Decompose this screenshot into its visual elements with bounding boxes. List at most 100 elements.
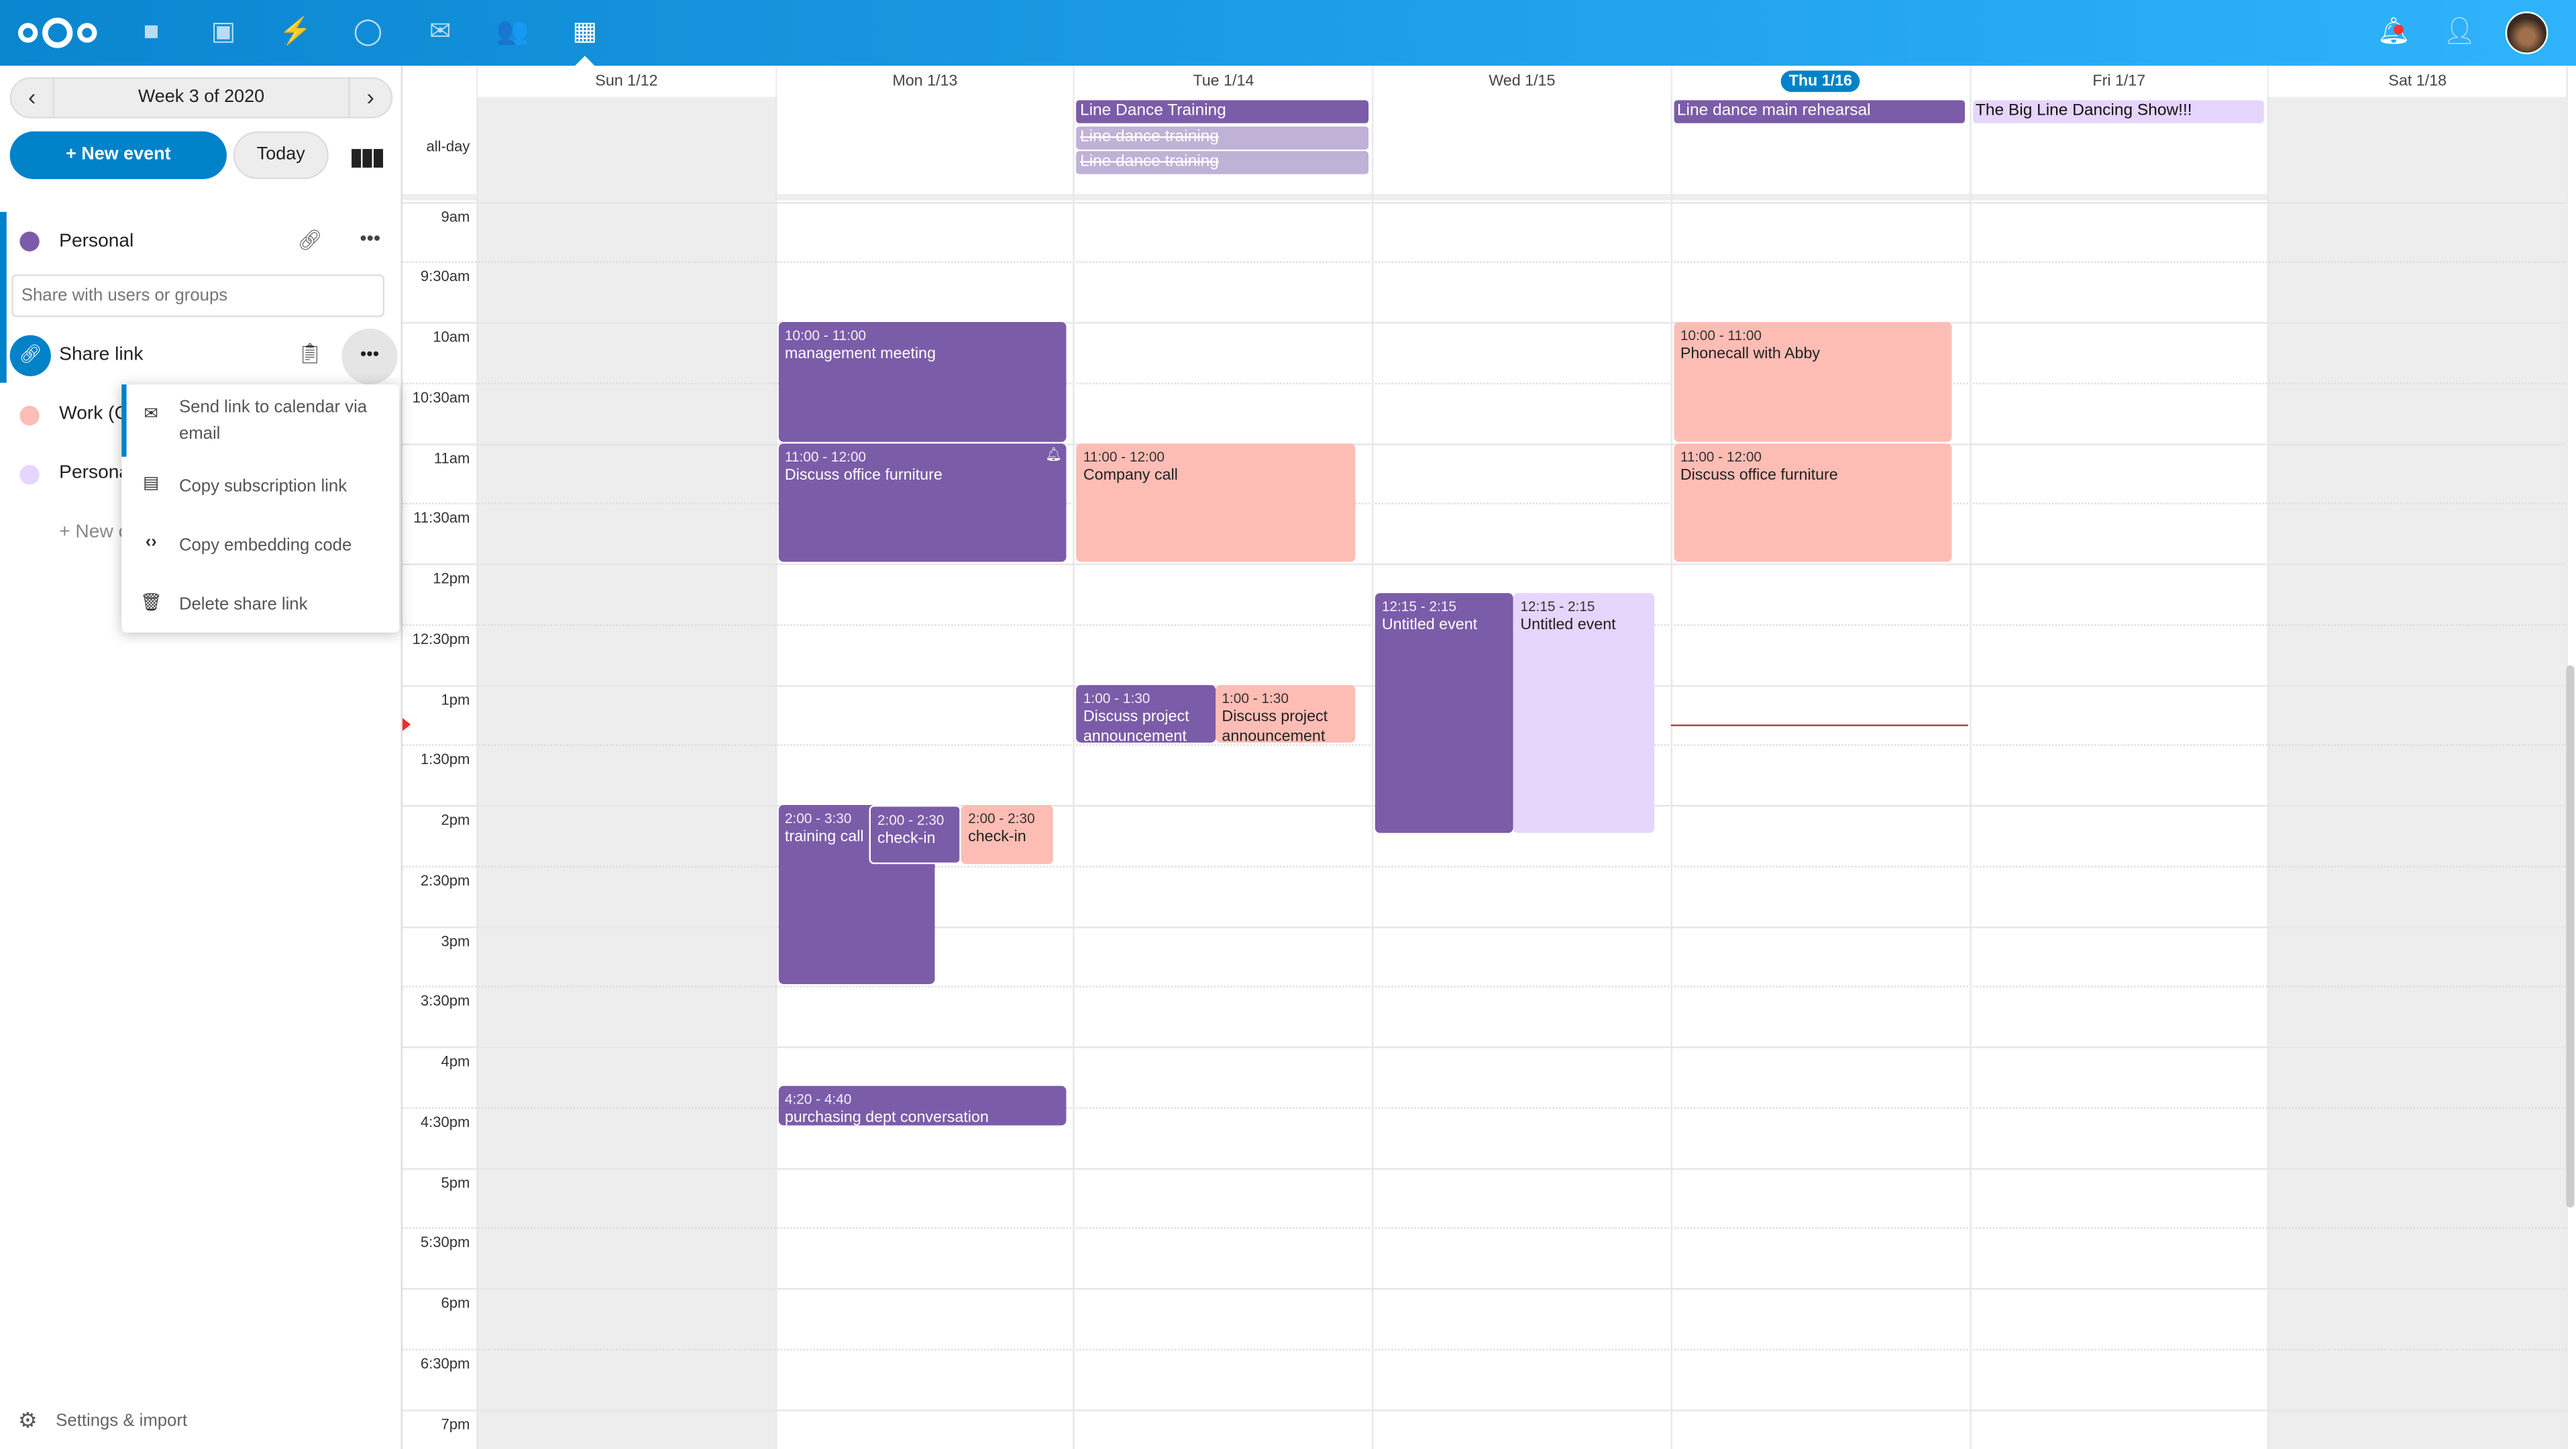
menu-item-delete-share[interactable]: 🗑︎ Delete share link: [121, 592, 399, 625]
talk-icon[interactable]: ◯: [353, 17, 383, 46]
day-header[interactable]: Mon 1/13: [775, 65, 1073, 97]
contacts-icon[interactable]: 👥: [496, 17, 529, 46]
day-header[interactable]: Sun 1/12: [476, 65, 775, 97]
new-event-button[interactable]: + New event: [9, 131, 227, 179]
calendar-item-personal[interactable]: Personal 🔗︎ •••: [0, 212, 402, 271]
time-label: 5:30pm: [420, 1234, 470, 1251]
time-label: 10:30am: [412, 388, 470, 406]
grid-line: [402, 1107, 2567, 1109]
menu-item-copy-subscription[interactable]: ▤ Copy subscription link: [121, 473, 399, 506]
grid-line: [402, 986, 2567, 988]
menu-item-send-email[interactable]: ✉ Send link to calendar via email: [121, 394, 399, 453]
day-label: Fri 1/17: [2092, 72, 2146, 91]
today-button[interactable]: Today: [233, 131, 329, 179]
allday-event[interactable]: Line dance training: [1077, 151, 1369, 174]
calendar-event[interactable]: 2:00 - 2:30 check-in: [869, 805, 962, 864]
calendar-event[interactable]: 1:00 - 1:30 Discuss project announcement: [1077, 684, 1216, 743]
calendar-event[interactable]: 12:15 - 2:15 Untitled event: [1375, 594, 1514, 834]
calendar-event[interactable]: 11:00 - 12:00 Discuss office furniture 🔔︎: [778, 443, 1067, 562]
mail-icon[interactable]: ✉: [429, 17, 451, 46]
menu-item-copy-embed[interactable]: ‹› Copy embedding code: [121, 532, 399, 565]
column-divider: [1073, 65, 1075, 1449]
grid-line: [402, 564, 2567, 566]
previous-week-button[interactable]: ‹: [11, 78, 54, 117]
calendar-color-dot: [19, 465, 40, 485]
calendar-event[interactable]: 11:00 - 12:00 Company call: [1077, 443, 1356, 562]
calendar-event[interactable]: 12:15 - 2:15 Untitled event: [1513, 594, 1654, 834]
calendar-color-dot: [19, 405, 40, 426]
allday-event[interactable]: Line Dance Training: [1077, 100, 1369, 123]
link-icon[interactable]: 🔗︎: [297, 228, 323, 252]
settings-import-link[interactable]: Settings & import: [56, 1411, 188, 1432]
calendar-event[interactable]: 11:00 - 12:00 Discuss office furniture: [1674, 443, 1953, 562]
day-header[interactable]: Sat 1/18: [2267, 65, 2566, 97]
grid-line: [402, 201, 2567, 203]
week-label[interactable]: Week 3 of 2020: [138, 87, 265, 107]
calendar-item-personal-2[interactable]: Persona: [0, 445, 402, 504]
calendar-event[interactable]: 1:00 - 1:30 Discuss project announcement: [1215, 684, 1356, 743]
next-week-button[interactable]: ›: [348, 78, 391, 117]
contacts-menu-icon[interactable]: 👤︎: [2443, 17, 2477, 46]
day-label: Mon 1/13: [892, 72, 958, 91]
top-header: ■ ▣ ⚡ ◯ ✉ 👥 ▦ 🔔︎ 👤︎: [0, 0, 2576, 66]
event-title: Phonecall with Abby: [1680, 345, 1821, 364]
nextcloud-logo[interactable]: [16, 15, 98, 51]
time-label: 2:30pm: [420, 871, 470, 889]
day-label: Thu 1/16: [1780, 70, 1861, 93]
day-header-today[interactable]: Thu 1/16: [1670, 65, 1969, 97]
calendar-event[interactable]: 2:00 - 2:30 check-in: [961, 805, 1054, 864]
more-icon[interactable]: •••: [360, 226, 381, 250]
new-calendar-button[interactable]: + New c: [59, 522, 128, 543]
activity-icon[interactable]: ⚡: [279, 17, 313, 46]
column-divider: [2267, 65, 2269, 1449]
calendar-item-work[interactable]: Work (C: [0, 386, 402, 445]
active-app-indicator: [575, 56, 595, 66]
time-label: 11am: [433, 449, 470, 466]
alarm-icon: 🔔︎: [1045, 445, 1062, 461]
settings-icon[interactable]: ⚙: [17, 1407, 38, 1433]
calendar-event[interactable]: 10:00 - 11:00 Phonecall with Abby: [1674, 322, 1953, 441]
grid-line: [402, 1288, 2567, 1290]
scrollbar[interactable]: [2566, 665, 2575, 1208]
grid-line: [402, 865, 2567, 867]
notification-badge: [2394, 24, 2404, 35]
day-label: Sat 1/18: [2388, 72, 2447, 91]
event-time: 12:15 - 2:15: [1520, 598, 1595, 615]
column-divider: [1670, 65, 1672, 1449]
allday-event[interactable]: Line dance training: [1077, 125, 1369, 149]
grid-line: [402, 1228, 2567, 1230]
event-title: Discuss project announcement: [1222, 707, 1328, 743]
day-header[interactable]: Fri 1/17: [1969, 65, 2267, 97]
event-time: 11:00 - 12:00: [1680, 447, 1762, 464]
notifications-icon[interactable]: 🔔︎: [2375, 16, 2412, 49]
copy-link-icon[interactable]: 📋︎: [297, 341, 323, 365]
calendar-event[interactable]: 10:00 - 11:00 management meeting: [778, 322, 1067, 441]
time-label: 4:30pm: [420, 1113, 470, 1130]
event-title: Untitled event: [1381, 616, 1478, 635]
day-header[interactable]: Tue 1/14: [1073, 65, 1372, 97]
allday-event[interactable]: Line dance main rehearsal: [1674, 100, 1966, 123]
allday-label: all-day: [426, 138, 470, 155]
calendar-event[interactable]: 4:20 - 4:40 purchasing dept conversation: [778, 1086, 1067, 1126]
time-label: 7pm: [441, 1415, 470, 1432]
day-header[interactable]: Wed 1/15: [1372, 65, 1670, 97]
share-link-label: Share link: [59, 345, 144, 365]
now-indicator-line: [1670, 724, 1970, 726]
share-input[interactable]: [11, 274, 385, 317]
event-time: 2:00 - 3:30: [784, 810, 852, 826]
grid-line: [402, 1409, 2567, 1411]
grid-line: [402, 382, 2567, 384]
photos-icon[interactable]: ▣: [211, 17, 236, 46]
view-switcher-icon[interactable]: ▮▮▮: [350, 143, 385, 170]
calendar-name: Persona: [59, 463, 130, 484]
event-time: 11:00 - 12:00: [1083, 447, 1165, 464]
event-title: management meeting: [784, 345, 936, 364]
time-label: 2pm: [441, 811, 470, 828]
calendar-icon[interactable]: ▦: [572, 17, 598, 46]
allday-event[interactable]: The Big Line Dancing Show!!!: [1972, 100, 2265, 123]
files-icon[interactable]: ■: [143, 17, 160, 46]
time-label: 9:30am: [420, 268, 470, 285]
share-menu-button[interactable]: •••: [341, 328, 398, 385]
avatar[interactable]: [2505, 11, 2548, 54]
week-navigator: ‹ Week 3 of 2020 ›: [9, 77, 393, 119]
